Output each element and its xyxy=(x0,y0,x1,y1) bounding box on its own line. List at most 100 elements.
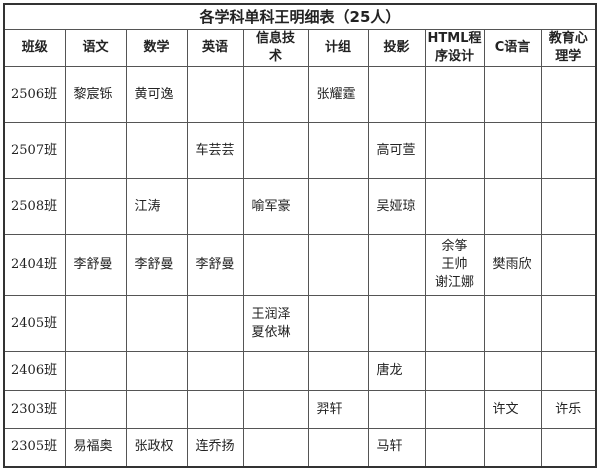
class-cell: 2507班 xyxy=(3,122,66,179)
name-cell xyxy=(64,178,127,235)
name-cell: 江涛 xyxy=(125,178,188,235)
class-cell: 2404班 xyxy=(3,234,66,296)
student-name: 夏依琳 xyxy=(251,324,291,340)
name-cell: 李舒曼 xyxy=(64,234,127,296)
name-cell xyxy=(424,428,485,467)
column-header: C语言 xyxy=(483,29,542,67)
name-cell xyxy=(483,428,542,467)
name-cell xyxy=(483,351,542,391)
student-name: 张耀霆 xyxy=(316,86,356,102)
header-text: C语言 xyxy=(494,40,531,55)
name-cell xyxy=(367,390,426,429)
table-row: 2404班 李舒曼 李舒曼 李舒曼 余筝 王帅 谢江娜 樊雨欣 xyxy=(3,234,597,296)
student-name: 李舒曼 xyxy=(195,257,235,272)
table-row: 2406班 唐龙 xyxy=(3,351,597,391)
student-name: 易福奥 xyxy=(73,439,113,455)
table-title: 各学科单科王明细表（25人） xyxy=(3,3,597,30)
student-name: 车芸芸 xyxy=(195,142,235,158)
column-header: 语文 xyxy=(64,29,127,67)
column-header: 教育心理学 xyxy=(540,29,597,67)
student-name: 谢江娜 xyxy=(434,275,474,290)
name-cell xyxy=(424,390,485,429)
name-cell xyxy=(424,178,485,235)
name-cell xyxy=(64,351,127,391)
name-cell: 许乐 xyxy=(540,390,597,429)
table-row: 2506班 黎宸铄 黄可逸 张耀霆 xyxy=(3,66,597,123)
column-header: 计组 xyxy=(307,29,369,67)
name-cell xyxy=(483,122,542,179)
name-cell xyxy=(483,66,542,123)
column-header: 信息技术 xyxy=(242,29,309,67)
name-cell xyxy=(186,66,244,123)
name-cell xyxy=(186,351,244,391)
table-row: 2303班 羿轩 许文 许乐 xyxy=(3,390,597,429)
name-cell: 易福奥 xyxy=(64,428,127,467)
name-cell xyxy=(186,295,244,352)
header-row: 班级 语文 数学 英语 信息技术 计组 投影 HTML程序设计 C语言 教育心理学 xyxy=(3,29,597,67)
student-name: 唐龙 xyxy=(376,363,403,378)
name-cell xyxy=(242,234,309,296)
name-cell xyxy=(540,122,597,179)
student-name: 张政权 xyxy=(134,439,174,455)
name-cell xyxy=(307,234,369,296)
name-cell xyxy=(367,234,426,296)
name-cell xyxy=(367,295,426,352)
student-name: 李舒曼 xyxy=(73,257,113,272)
student-name: 连乔扬 xyxy=(195,439,235,455)
name-cell: 车芸芸 xyxy=(186,122,244,179)
name-cell xyxy=(125,295,188,352)
name-cell xyxy=(424,122,485,179)
name-cell: 许文 xyxy=(483,390,542,429)
class-cell: 2506班 xyxy=(3,66,66,123)
student-name: 喻军豪 xyxy=(251,198,291,214)
student-name: 马轩 xyxy=(376,439,403,455)
name-cell xyxy=(540,178,597,235)
name-cell xyxy=(242,351,309,391)
table-body: 2506班 黎宸铄 黄可逸 张耀霆 2507班 车芸芸 高可萱 2508班 江涛 喻军豪 吴娅琼 24… xyxy=(3,66,597,467)
name-cell xyxy=(125,390,188,429)
student-name: 羿轩 xyxy=(316,401,343,417)
name-cell xyxy=(540,66,597,123)
name-cell xyxy=(540,295,597,352)
column-header: 班级 xyxy=(3,29,66,67)
name-cell xyxy=(64,122,127,179)
name-cell xyxy=(242,428,309,467)
name-cell: 吴娅琼 xyxy=(367,178,426,235)
class-cell: 2406班 xyxy=(3,351,66,391)
name-cell: 羿轩 xyxy=(307,390,369,429)
name-cell: 张政权 xyxy=(125,428,188,467)
student-name: 吴娅琼 xyxy=(376,198,416,214)
student-name: 许乐 xyxy=(555,401,582,417)
name-cell: 唐龙 xyxy=(367,351,426,391)
column-header: 数学 xyxy=(125,29,188,67)
header-text: 序设计 xyxy=(434,49,474,64)
student-name: 王帅 xyxy=(441,257,468,272)
class-cell: 2305班 xyxy=(3,428,66,467)
name-cell: 高可萱 xyxy=(367,122,426,179)
name-cell: 喻军豪 xyxy=(242,178,309,235)
name-cell xyxy=(307,351,369,391)
student-name: 黎宸铄 xyxy=(73,86,113,102)
student-name: 樊雨欣 xyxy=(492,257,532,272)
student-name: 余筝 xyxy=(441,239,468,254)
student-name: 高可萱 xyxy=(376,142,416,158)
column-header: 英语 xyxy=(186,29,244,67)
name-cell xyxy=(307,178,369,235)
name-cell: 李舒曼 xyxy=(125,234,188,296)
column-header: 投影 xyxy=(367,29,426,67)
student-name: 李舒曼 xyxy=(134,257,174,272)
name-cell xyxy=(483,295,542,352)
student-name: 江涛 xyxy=(134,198,161,214)
student-name: 黄可逸 xyxy=(134,86,174,102)
name-cell: 黎宸铄 xyxy=(64,66,127,123)
name-cell xyxy=(242,122,309,179)
table-row: 2405班 王润泽 夏依琳 xyxy=(3,295,597,352)
header-text: 计组 xyxy=(324,40,351,55)
class-cell: 2508班 xyxy=(3,178,66,235)
header-text: HTML程 xyxy=(427,31,482,46)
header-text: 英语 xyxy=(201,40,228,55)
table-row: 2507班 车芸芸 高可萱 xyxy=(3,122,597,179)
class-cell: 2405班 xyxy=(3,295,66,352)
name-cell xyxy=(242,390,309,429)
name-cell: 马轩 xyxy=(367,428,426,467)
